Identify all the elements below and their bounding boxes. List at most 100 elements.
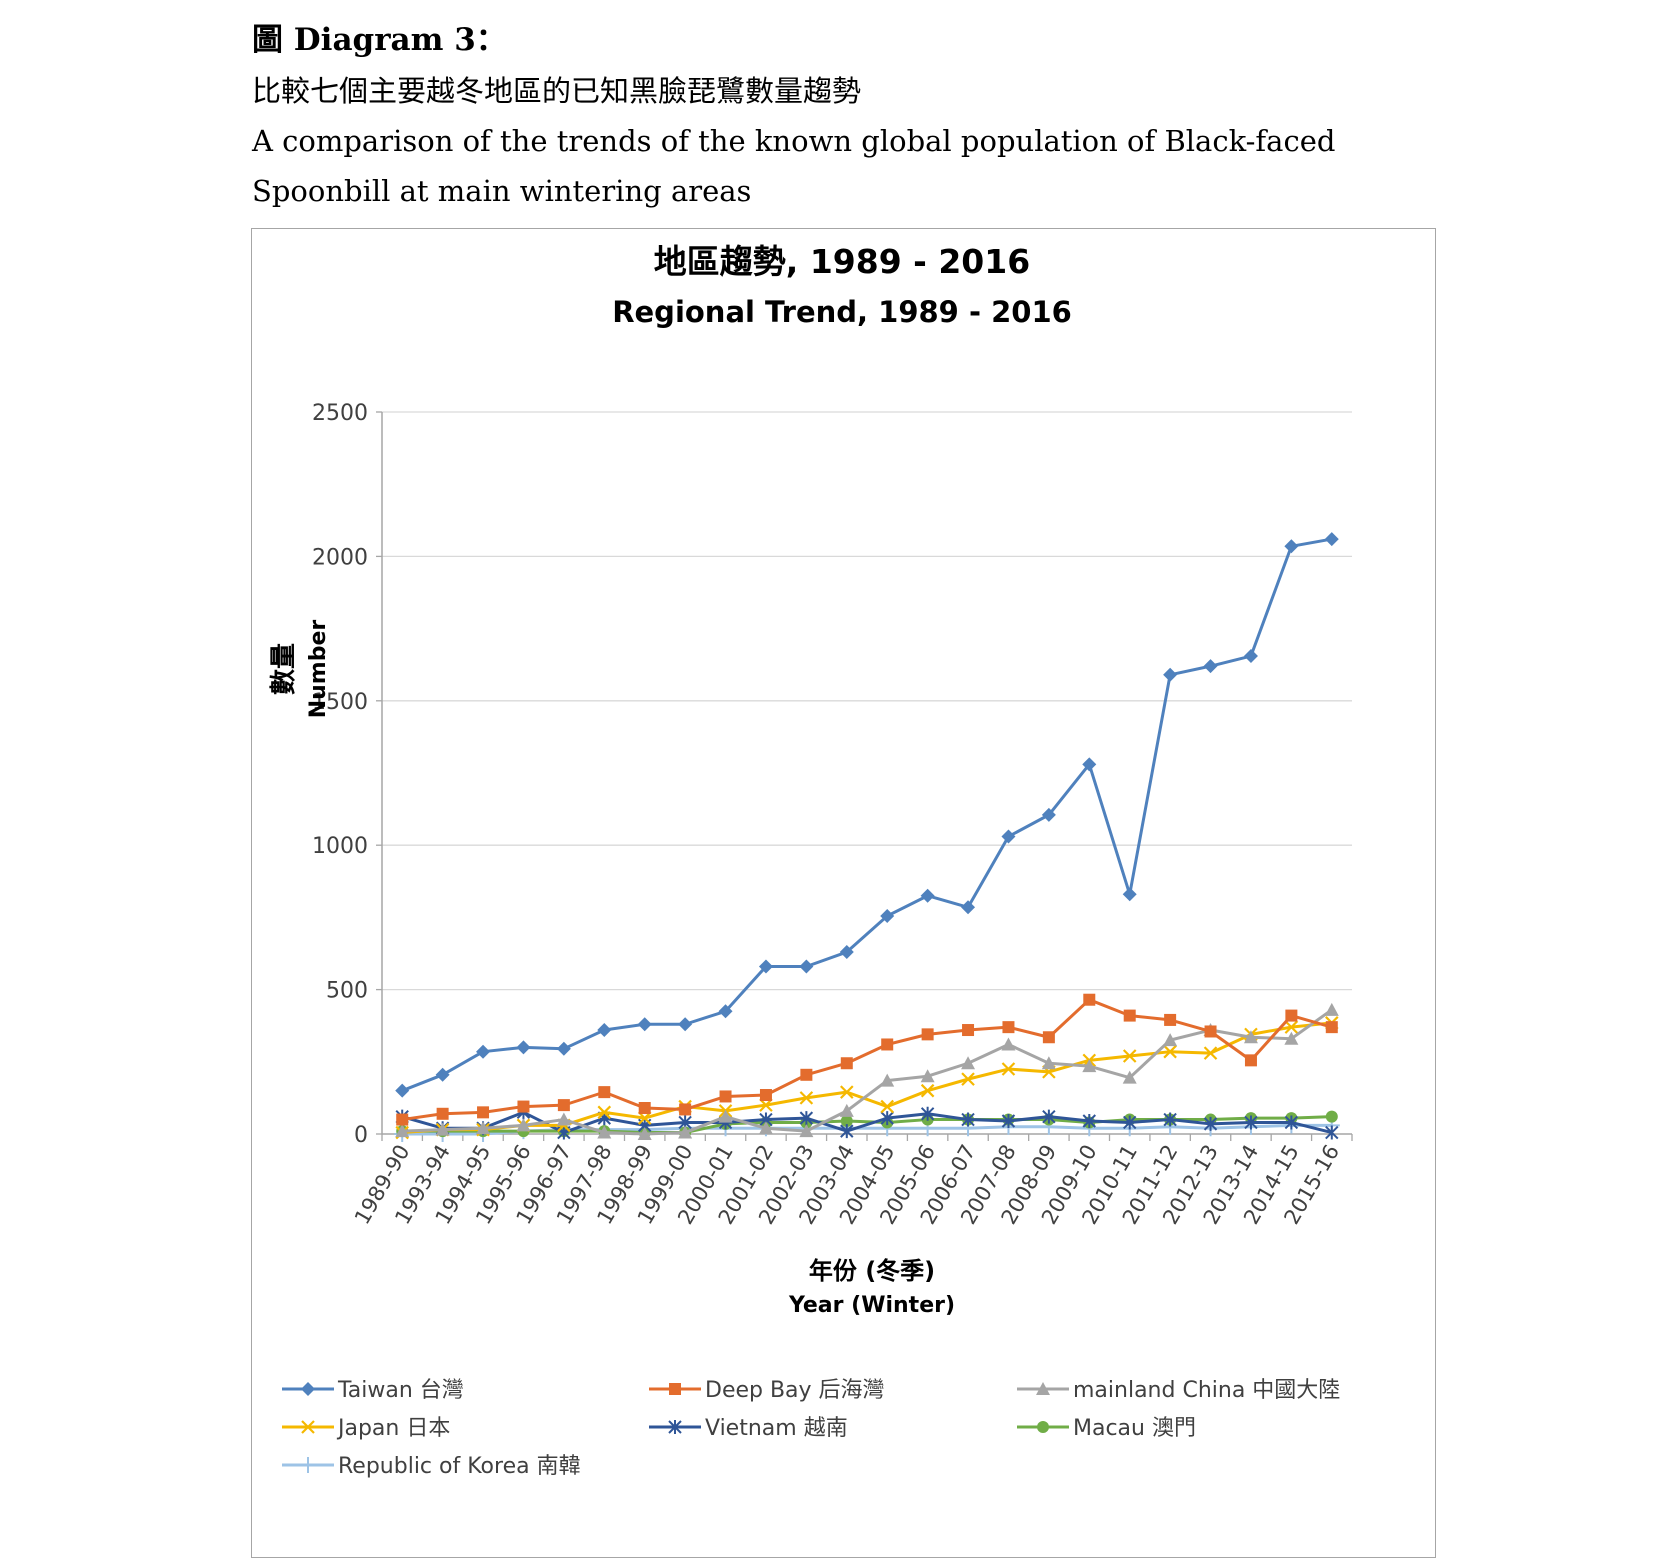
data-point xyxy=(1203,1116,1218,1131)
legend-label: mainland China 中國大陸 xyxy=(1073,1378,1340,1403)
x-axis-label-zh: 年份 (冬季) xyxy=(809,1257,935,1285)
data-point xyxy=(962,1024,975,1037)
data-point xyxy=(920,1083,935,1098)
data-point xyxy=(1082,1059,1097,1073)
data-point xyxy=(1082,1114,1096,1129)
legend-label: Taiwan 台灣 xyxy=(337,1378,464,1403)
data-point xyxy=(961,900,976,915)
data-point xyxy=(597,1125,612,1139)
data-point xyxy=(517,1100,530,1113)
data-point xyxy=(1042,1031,1055,1044)
data-point xyxy=(1324,532,1339,547)
data-point xyxy=(799,1111,814,1126)
data-point xyxy=(1243,1030,1258,1044)
series-group xyxy=(395,1002,1339,1140)
data-point xyxy=(1163,1033,1178,1047)
data-point xyxy=(719,1090,732,1103)
data-point xyxy=(395,1124,410,1138)
data-point xyxy=(1204,1025,1217,1038)
y-tick-label: 1000 xyxy=(312,834,368,859)
legend-item: Macau 澳門 xyxy=(1017,1416,1196,1441)
data-point xyxy=(556,1041,571,1056)
axes: 050010001500200025001989-901993-941994-9… xyxy=(312,401,1353,1228)
data-point xyxy=(759,1089,772,1102)
legend-item: Taiwan 台灣 xyxy=(282,1378,464,1403)
y-axis-label-zh: 數量 xyxy=(269,643,299,695)
data-point xyxy=(799,1124,814,1138)
data-point xyxy=(961,1112,975,1127)
data-point xyxy=(839,1103,854,1117)
y-tick-label: 1500 xyxy=(312,690,368,715)
legend-item: Japan 日本 xyxy=(282,1416,450,1441)
series-line xyxy=(401,537,1333,1093)
data-point xyxy=(920,888,935,903)
gridlines xyxy=(382,411,1352,991)
data-point xyxy=(1324,1002,1339,1016)
data-point xyxy=(1122,1070,1137,1084)
data-point xyxy=(516,1040,531,1055)
data-point xyxy=(1122,1049,1137,1063)
series-group xyxy=(395,532,1339,1098)
legend-label: Vietnam 越南 xyxy=(705,1416,848,1441)
data-point xyxy=(679,1103,692,1116)
data-point xyxy=(718,1109,733,1123)
data-point xyxy=(1164,1013,1177,1026)
data-point xyxy=(840,1115,853,1128)
legend-item: Vietnam 越南 xyxy=(649,1416,848,1441)
data-point xyxy=(637,1127,652,1140)
legend-label: Macau 澳門 xyxy=(1073,1416,1196,1441)
data-point xyxy=(1285,1009,1298,1022)
data-point xyxy=(637,1017,652,1032)
legend-marker xyxy=(668,1420,682,1434)
diagram-subtitle-en-line2: Spoonbill at main wintering areas xyxy=(252,174,752,208)
data-point xyxy=(1203,1046,1218,1060)
data-point xyxy=(678,1017,693,1032)
data-point xyxy=(920,1069,935,1083)
data-point xyxy=(476,1044,491,1059)
y-tick-label: 2500 xyxy=(312,401,368,426)
data-point xyxy=(1284,1020,1299,1034)
diagram-title: 圖 Diagram 3： xyxy=(252,22,507,58)
chart-legend: Taiwan 台灣 Deep Bay 后海灣 mainland China 中國大陸… xyxy=(282,1378,1340,1479)
data-point xyxy=(476,1121,491,1135)
data-point xyxy=(678,1125,693,1139)
data-point xyxy=(921,1028,934,1041)
data-point xyxy=(1243,649,1258,664)
data-point xyxy=(840,1057,853,1070)
data-point xyxy=(435,1122,450,1136)
data-point xyxy=(1001,829,1016,844)
series-line xyxy=(401,1110,1333,1135)
series-line xyxy=(402,1008,1333,1136)
line-chart: 地區趨勢, 1989 - 2016 Regional Trend, 1989 -… xyxy=(269,242,1353,1479)
data-point xyxy=(1001,1062,1016,1076)
data-point xyxy=(435,1067,450,1082)
data-point xyxy=(395,1083,410,1098)
legend-label: Deep Bay 后海灣 xyxy=(705,1378,885,1403)
data-point xyxy=(920,1106,935,1121)
legend-marker xyxy=(300,1457,316,1473)
data-point xyxy=(516,1118,531,1132)
data-point xyxy=(597,1105,612,1120)
data-point xyxy=(1203,659,1218,674)
legend-marker xyxy=(669,1383,681,1395)
legend-item: Republic of Korea 南韓 xyxy=(282,1454,581,1479)
data-point xyxy=(880,1099,894,1114)
data-point xyxy=(436,1107,449,1120)
diagram-heading: 圖 Diagram 3： 比較七個主要越冬地區的已知黑臉琵鷺數量趨勢 A com… xyxy=(252,14,1452,216)
data-point xyxy=(961,1056,976,1070)
chart-title-en: Regional Trend, 1989 - 2016 xyxy=(612,295,1072,329)
data-point xyxy=(1041,807,1056,822)
data-point xyxy=(758,1121,773,1135)
data-point xyxy=(598,1086,611,1099)
legend-marker xyxy=(301,1382,315,1396)
data-point xyxy=(1002,1021,1015,1034)
data-point xyxy=(1325,1125,1339,1140)
data-point xyxy=(799,1091,814,1105)
series-line xyxy=(401,998,1333,1122)
series-line xyxy=(402,1021,1332,1135)
series-group xyxy=(396,993,1338,1126)
diagram-subtitle-en-line1: A comparison of the trends of the known … xyxy=(252,124,1336,158)
data-point xyxy=(556,1112,571,1126)
y-axis-label-en: Number xyxy=(306,620,331,719)
data-point xyxy=(597,1023,612,1038)
